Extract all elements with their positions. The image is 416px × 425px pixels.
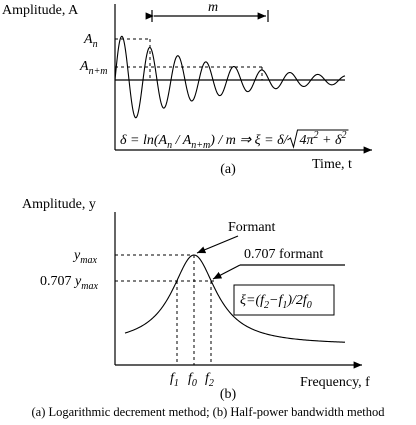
half-power-label: 0.707 ymax: [40, 274, 98, 292]
box-formula: ξ=(f2−f1)/2f0: [240, 293, 312, 311]
formula-part: n+m: [191, 140, 210, 151]
y-axis-label: Amplitude, A: [2, 3, 79, 18]
symbol: f: [205, 371, 211, 386]
formula-part: 2: [264, 300, 269, 311]
x-axis-label: Frequency, f: [300, 375, 370, 390]
formula-part: −f: [269, 293, 284, 308]
subscript: 2: [209, 378, 214, 389]
panel-label: (b): [220, 387, 237, 402]
formula-part: + δ: [319, 133, 342, 148]
symbol: y: [72, 248, 81, 263]
frequency-label: f1: [170, 371, 179, 389]
formula-part: δ = ln(A: [120, 133, 168, 148]
x-axis-label: Time, t: [312, 157, 352, 172]
formula-part: 0: [307, 300, 312, 311]
formula-part: 2: [341, 130, 346, 141]
formula: δ = ln(An / An+m) / m ⇒ ξ = δ/4π2 + δ2: [120, 130, 346, 151]
formula-part: 2: [314, 130, 319, 141]
frequency-label: f2: [205, 371, 214, 389]
later-peak-label: An+m: [79, 59, 108, 77]
subscript: 0: [192, 378, 197, 389]
symbol: A: [79, 59, 89, 74]
formula-part: ) / m ⇒ ξ = δ/: [209, 133, 288, 148]
frequency-label: f0: [188, 371, 197, 389]
half-power-annotation: 0.707 formant: [244, 247, 323, 262]
peak-label: ymax: [72, 248, 97, 266]
formula-part: n: [167, 140, 172, 151]
damped-wave: [114, 35, 346, 119]
half-power-arrow: [212, 264, 241, 280]
subscript: max: [81, 281, 98, 292]
formant-label: Formant: [228, 220, 276, 235]
symbol: A: [83, 32, 93, 47]
symbol: f: [188, 371, 194, 386]
formula-part: 4π: [299, 133, 314, 148]
formula-box: [233, 284, 335, 316]
symbol: y: [73, 274, 82, 289]
subscript: n+m: [89, 66, 108, 77]
formula-part: / A: [172, 133, 192, 148]
resonance-curve: [124, 254, 346, 343]
formula-part: 1: [282, 300, 287, 311]
prefix: 0.707: [40, 274, 75, 289]
subscript: n: [93, 39, 98, 50]
formula-part: )/2f: [286, 293, 309, 308]
interval-label: m: [208, 0, 218, 15]
symbol: f: [170, 371, 176, 386]
panel-b: Amplitude, y Frequency, f ymax 0.707 yma…: [22, 197, 370, 402]
peak-label: An: [83, 32, 98, 50]
formant-arrow: [196, 235, 239, 254]
panel-a: Amplitude, A Time, t m An An+m δ = ln(An…: [2, 0, 372, 177]
caption: (a) Logarithmic decrement method; (b) Ha…: [31, 405, 385, 419]
y-axis-label: Amplitude, y: [22, 197, 96, 212]
panel-label: (a): [220, 162, 236, 177]
subscript: 1: [174, 378, 179, 389]
formula-part: ξ=(f: [240, 293, 266, 308]
subscript: max: [80, 255, 97, 266]
sqrt-sign: [287, 129, 349, 149]
